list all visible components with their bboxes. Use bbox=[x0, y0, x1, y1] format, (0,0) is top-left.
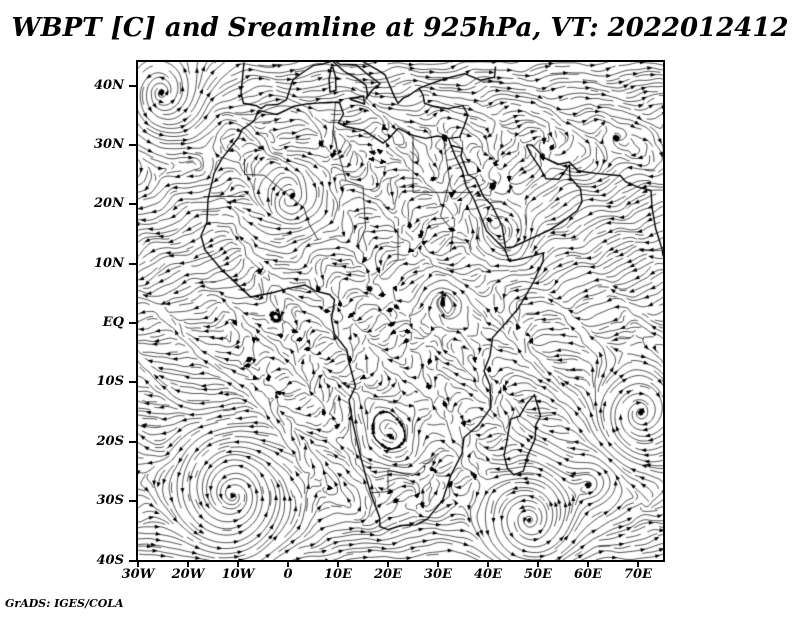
x-tick-mark bbox=[637, 560, 639, 567]
grads-credit: GrADS: IGES/COLA bbox=[5, 597, 124, 610]
y-tick-label: 30N bbox=[94, 136, 124, 152]
y-tick-mark bbox=[129, 559, 136, 562]
x-tick-mark bbox=[237, 560, 239, 567]
y-tick-label: 30S bbox=[96, 493, 124, 509]
x-tick-mark bbox=[537, 560, 539, 567]
x-tick-mark bbox=[137, 560, 139, 567]
x-tick-label: 40E bbox=[474, 567, 502, 582]
streamline-map-canvas bbox=[138, 62, 663, 560]
x-tick-label: 70E bbox=[624, 567, 652, 582]
y-tick-label: 40S bbox=[96, 552, 124, 568]
y-tick-label: 10S bbox=[96, 374, 124, 390]
x-tick-mark bbox=[437, 560, 439, 567]
y-tick-mark bbox=[129, 381, 136, 384]
x-tick-mark bbox=[487, 560, 489, 567]
x-tick-label: 10E bbox=[324, 567, 352, 582]
x-tick-label: 20E bbox=[374, 567, 402, 582]
x-tick-label: 30W bbox=[121, 567, 155, 582]
x-tick-label: 0 bbox=[283, 567, 293, 582]
x-tick-label: 20W bbox=[171, 567, 205, 582]
x-tick-mark bbox=[587, 560, 589, 567]
y-tick-mark bbox=[129, 84, 136, 87]
x-tick-label: 10W bbox=[221, 567, 255, 582]
y-tick-label: 40N bbox=[94, 77, 124, 93]
x-tick-mark bbox=[387, 560, 389, 567]
x-tick-label: 60E bbox=[574, 567, 602, 582]
y-tick-label: EQ bbox=[102, 315, 124, 330]
y-tick-mark bbox=[129, 500, 136, 503]
map-frame: 40N 30N 20N 10N EQ 10S 20S 30S 40S 30W 20W 10W 0 10E 2… bbox=[94, 60, 665, 582]
y-tick-mark bbox=[129, 143, 136, 146]
y-tick-label: 20N bbox=[94, 196, 124, 212]
x-tick-mark bbox=[187, 560, 189, 567]
y-tick-label: 10N bbox=[94, 255, 124, 271]
x-tick-label: 50E bbox=[524, 567, 552, 582]
x-tick-mark bbox=[287, 560, 289, 567]
y-tick-label: 20S bbox=[96, 433, 124, 449]
x-tick-mark bbox=[337, 560, 339, 567]
x-tick-label: 30E bbox=[424, 567, 452, 582]
y-tick-mark bbox=[129, 440, 136, 443]
y-tick-mark bbox=[129, 203, 136, 206]
y-tick-mark bbox=[129, 262, 136, 265]
y-tick-mark bbox=[129, 322, 136, 324]
figure-title: WBPT [C] and Sreamline at 925hPa, VT: 20… bbox=[11, 13, 789, 43]
